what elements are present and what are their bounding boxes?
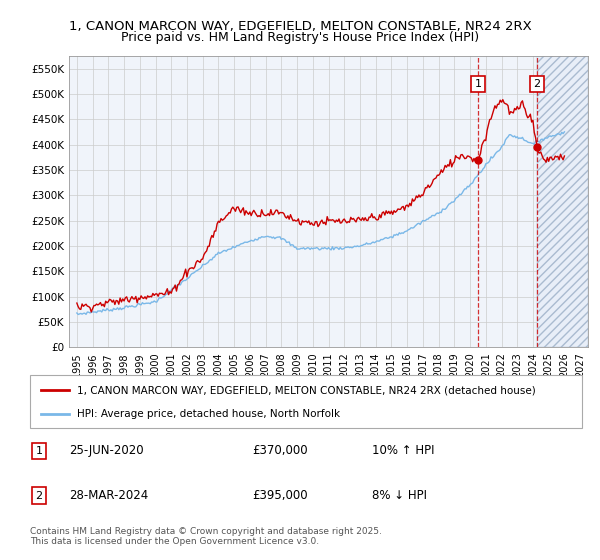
Text: 25-JUN-2020: 25-JUN-2020 [69,444,143,458]
Text: 1: 1 [35,446,43,456]
Text: Price paid vs. HM Land Registry's House Price Index (HPI): Price paid vs. HM Land Registry's House … [121,31,479,44]
Bar [537,56,588,347]
Text: 1, CANON MARCON WAY, EDGEFIELD, MELTON CONSTABLE, NR24 2RX: 1, CANON MARCON WAY, EDGEFIELD, MELTON C… [68,20,532,32]
Text: 1, CANON MARCON WAY, EDGEFIELD, MELTON CONSTABLE, NR24 2RX (detached house): 1, CANON MARCON WAY, EDGEFIELD, MELTON C… [77,385,536,395]
Text: 1: 1 [475,79,481,89]
Text: 2: 2 [35,491,43,501]
Text: HPI: Average price, detached house, North Norfolk: HPI: Average price, detached house, Nort… [77,408,340,418]
Text: £370,000: £370,000 [252,444,308,458]
Text: Contains HM Land Registry data © Crown copyright and database right 2025.
This d: Contains HM Land Registry data © Crown c… [30,526,382,546]
Text: 2: 2 [533,79,541,89]
Text: 28-MAR-2024: 28-MAR-2024 [69,489,148,502]
FancyBboxPatch shape [30,375,582,428]
Text: 10% ↑ HPI: 10% ↑ HPI [372,444,434,458]
Text: 8% ↓ HPI: 8% ↓ HPI [372,489,427,502]
Text: £395,000: £395,000 [252,489,308,502]
